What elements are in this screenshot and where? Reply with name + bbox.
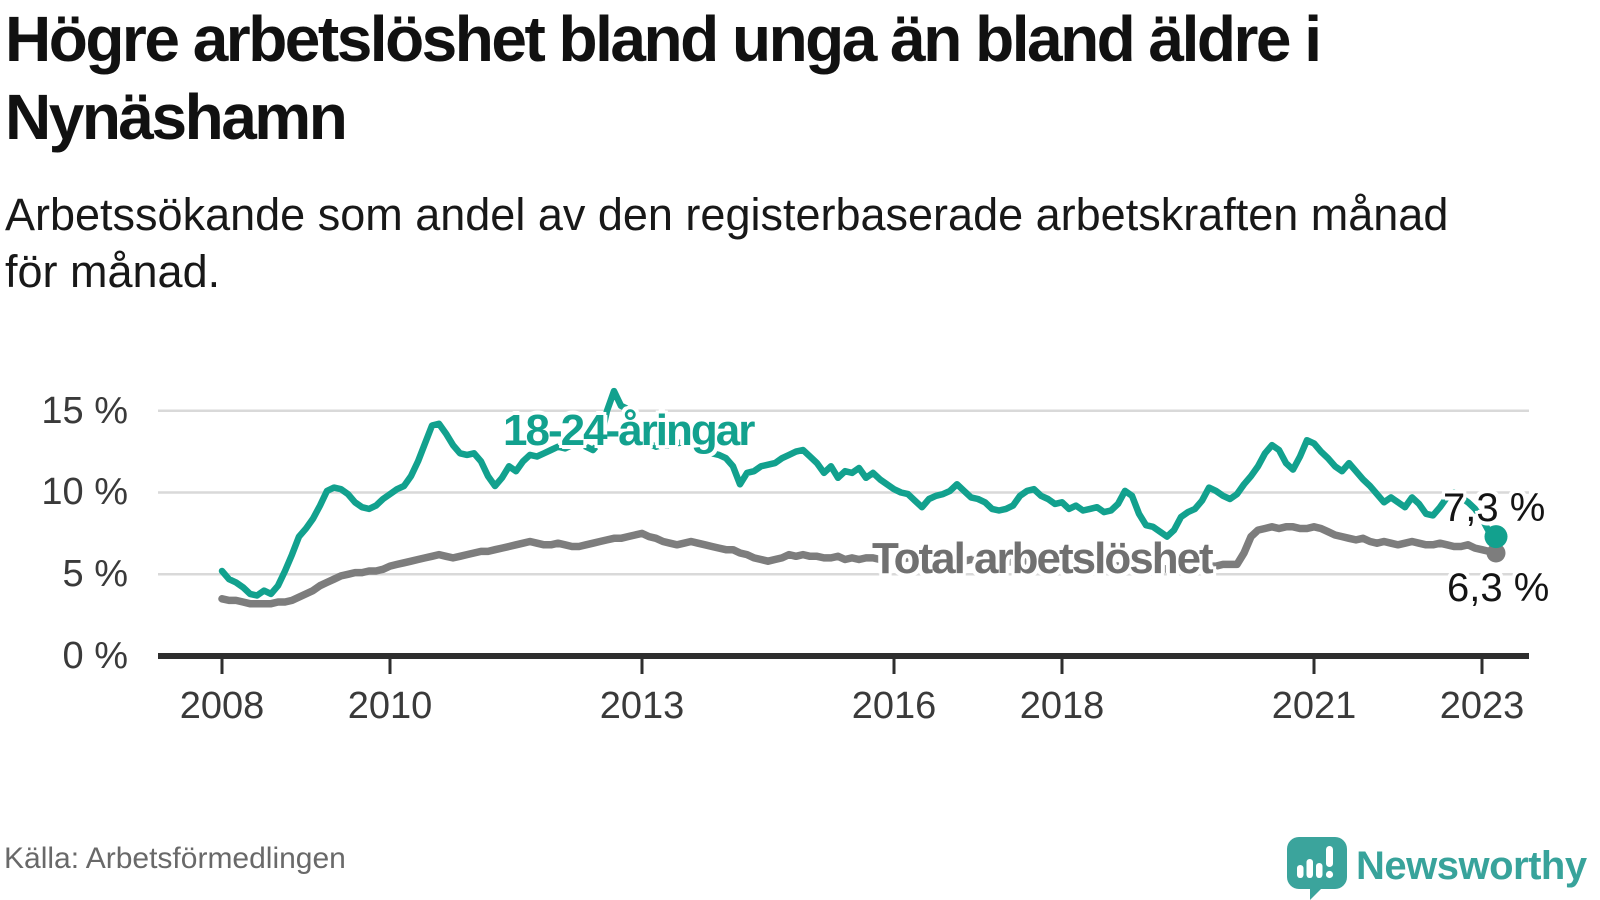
x-axis-label-2016: 2016: [851, 685, 937, 727]
series-label-total: Total arbetslöshet: [872, 534, 1214, 583]
value-label-youth: 7,3 %: [1443, 486, 1546, 530]
logo-bar-1: [1297, 865, 1304, 878]
series-label-youth: 18-24-åringar: [503, 406, 755, 455]
y-axis-label-15: 15 %: [41, 390, 128, 432]
page-title: Högre arbetslöshet bland unga än bland ä…: [5, 0, 1585, 156]
x-axis-label-2010: 2010: [347, 685, 433, 727]
logo-exclamation-dot: [1325, 870, 1334, 879]
title-line-2: Nynäshamn: [5, 81, 348, 153]
y-axis-label-5: 5 %: [62, 553, 128, 595]
chart-subtitle: Arbetssökande som andel av den registerb…: [5, 186, 1585, 300]
subtitle-line-2: för månad.: [5, 246, 221, 297]
value-label-total: 6,3 %: [1447, 566, 1550, 610]
logo-bar-3: [1316, 863, 1323, 878]
logo-bar-2: [1306, 859, 1313, 878]
y-axis-label-10: 10 %: [41, 471, 128, 513]
subtitle-line-1: Arbetssökande som andel av den registerb…: [5, 189, 1449, 240]
x-axis-label-2008: 2008: [179, 685, 265, 727]
x-axis-label-2018: 2018: [1019, 685, 1105, 727]
y-axis-label-0: 0 %: [62, 635, 128, 677]
x-axis-label-2023: 2023: [1439, 685, 1525, 727]
x-axis-label-2021: 2021: [1271, 685, 1357, 727]
logo-exclamation-bar: [1326, 846, 1333, 867]
x-axis-label-2013: 2013: [599, 685, 685, 727]
source-note: Källa: Arbetsförmedlingen: [4, 842, 346, 875]
title-line-1: Högre arbetslöshet bland unga än bland ä…: [5, 3, 1322, 75]
newsworthy-logo-icon: [1287, 837, 1347, 900]
newsworthy-logo: Newsworthy: [1286, 836, 1587, 900]
newsworthy-brand-text: Newsworthy: [1356, 844, 1587, 888]
